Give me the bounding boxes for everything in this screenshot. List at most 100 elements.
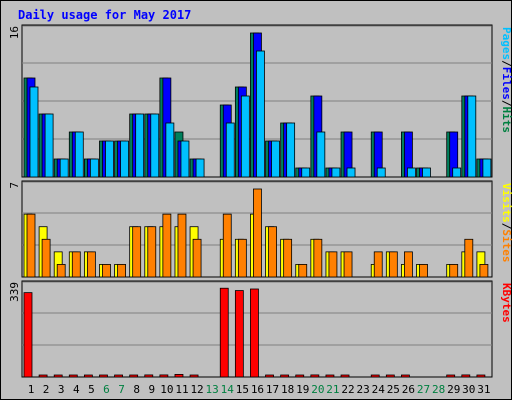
bar-pages-day-27 bbox=[422, 167, 431, 178]
bar-kbytes-day-25 bbox=[385, 374, 395, 378]
bar-sites-day-15 bbox=[237, 238, 247, 278]
bar-sites-day-27 bbox=[419, 264, 428, 278]
x-tick-label-day-23: 23 bbox=[357, 383, 370, 396]
bar-kbytes-day-30 bbox=[461, 374, 471, 378]
bar-kbytes-day-1 bbox=[23, 292, 33, 378]
bar-sites-day-25 bbox=[388, 251, 398, 278]
bar-sites-day-22 bbox=[343, 251, 353, 278]
x-tick-label-day-9: 9 bbox=[148, 383, 155, 396]
bar-sites-day-31 bbox=[479, 264, 489, 278]
bar-sites-day-8 bbox=[132, 226, 142, 278]
bar-sites-day-26 bbox=[404, 251, 413, 278]
x-tick-label-day-8: 8 bbox=[133, 383, 140, 396]
bar-pages-day-5 bbox=[89, 158, 99, 178]
bar-pages-day-16 bbox=[256, 50, 265, 178]
bar-kbytes-day-9 bbox=[144, 374, 154, 378]
axis-legend-part: Pages bbox=[500, 27, 512, 60]
bar-sites-day-16 bbox=[253, 188, 262, 278]
x-tick-label-day-7: 7 bbox=[118, 383, 125, 396]
bar-sites-day-14 bbox=[222, 213, 232, 278]
axis-legend-part: Visits bbox=[500, 183, 512, 223]
bar-kbytes-day-20 bbox=[310, 374, 320, 378]
bar-pages-day-14 bbox=[225, 122, 235, 178]
bar-sites-day-18 bbox=[283, 238, 293, 278]
bar-kbytes-day-6 bbox=[99, 374, 108, 378]
bar-kbytes-day-14 bbox=[219, 287, 229, 378]
x-tick-label-day-16: 16 bbox=[251, 383, 264, 396]
axis-legend-top: Pages/Files/Hits bbox=[500, 27, 512, 133]
bar-pages-day-17 bbox=[271, 140, 280, 178]
axis-legend-part: KBytes bbox=[500, 283, 512, 323]
bar-sites-day-2 bbox=[41, 238, 51, 278]
bar-pages-day-4 bbox=[74, 131, 84, 178]
bar-kbytes-day-12 bbox=[189, 374, 199, 378]
bar-sites-day-7 bbox=[117, 264, 126, 278]
x-tick-label-day-5: 5 bbox=[88, 383, 95, 396]
x-tick-label-day-26: 26 bbox=[402, 383, 415, 396]
axis-legend-part: Sites bbox=[500, 229, 512, 262]
axis-legend-part: / bbox=[500, 60, 512, 67]
bar-sites-day-12 bbox=[192, 238, 202, 278]
x-tick-label-day-1: 1 bbox=[28, 383, 35, 396]
x-tick-label-day-29: 29 bbox=[447, 383, 460, 396]
bar-sites-day-3 bbox=[56, 264, 66, 278]
x-tick-label-day-11: 11 bbox=[175, 383, 188, 396]
bar-pages-day-24 bbox=[376, 167, 386, 178]
bar-sites-day-30 bbox=[464, 238, 474, 278]
bar-sites-day-4 bbox=[71, 251, 81, 278]
axis-legend-part: Hits bbox=[500, 107, 512, 134]
bar-pages-day-22 bbox=[346, 167, 356, 178]
bar-sites-day-21 bbox=[328, 251, 338, 278]
x-tick-label-day-15: 15 bbox=[236, 383, 249, 396]
bar-pages-day-18 bbox=[286, 122, 296, 178]
x-tick-label-day-30: 30 bbox=[462, 383, 475, 396]
x-tick-label-day-2: 2 bbox=[43, 383, 50, 396]
bar-sites-day-19 bbox=[298, 264, 308, 278]
bar-kbytes-day-4 bbox=[68, 374, 78, 378]
bar-kbytes-day-3 bbox=[53, 374, 63, 378]
x-tick-label-day-18: 18 bbox=[281, 383, 294, 396]
bar-pages-day-26 bbox=[407, 167, 416, 178]
bar-sites-day-20 bbox=[313, 238, 323, 278]
ymax-label-bottom: 339 bbox=[8, 282, 21, 302]
x-tick-label-day-13: 13 bbox=[206, 383, 219, 396]
x-tick-label-day-24: 24 bbox=[372, 383, 386, 396]
bar-pages-day-11 bbox=[180, 140, 190, 178]
bar-pages-day-9 bbox=[150, 113, 160, 178]
ymax-label-top: 16 bbox=[8, 26, 21, 39]
bar-kbytes-day-31 bbox=[476, 374, 486, 378]
bar-kbytes-day-7 bbox=[114, 374, 123, 378]
bar-pages-day-6 bbox=[105, 140, 114, 178]
x-tick-label-day-31: 31 bbox=[477, 383, 490, 396]
x-tick-label-day-14: 14 bbox=[221, 383, 235, 396]
bar-sites-day-5 bbox=[86, 251, 96, 278]
bar-kbytes-day-5 bbox=[83, 374, 93, 378]
axis-legend-middle: Visits/Sites bbox=[500, 183, 512, 263]
bar-pages-day-21 bbox=[331, 167, 341, 178]
bar-pages-day-7 bbox=[120, 140, 129, 178]
bar-pages-day-1 bbox=[29, 86, 39, 178]
axis-legend-part: / bbox=[500, 223, 512, 230]
x-tick-label-day-28: 28 bbox=[432, 383, 445, 396]
bar-pages-day-10 bbox=[165, 122, 175, 178]
bar-kbytes-day-10 bbox=[159, 374, 169, 378]
bar-kbytes-day-2 bbox=[38, 374, 48, 378]
bar-kbytes-day-19 bbox=[295, 374, 305, 378]
chart-title: Daily usage for May 2017 bbox=[18, 8, 191, 22]
x-tick-label-day-10: 10 bbox=[160, 383, 173, 396]
x-tick-label-day-17: 17 bbox=[266, 383, 279, 396]
bar-kbytes-day-15 bbox=[234, 290, 244, 378]
bar-sites-day-6 bbox=[102, 264, 111, 278]
bar-kbytes-day-8 bbox=[129, 374, 139, 378]
bar-kbytes-day-16 bbox=[250, 288, 259, 378]
bar-kbytes-day-21 bbox=[325, 374, 335, 378]
bar-kbytes-day-17 bbox=[265, 374, 274, 378]
x-tick-label-day-4: 4 bbox=[73, 383, 80, 396]
bar-kbytes-day-11 bbox=[174, 374, 184, 378]
bar-sites-day-29 bbox=[449, 264, 459, 278]
x-tick-label-day-27: 27 bbox=[417, 383, 430, 396]
bar-pages-day-3 bbox=[59, 158, 69, 178]
bar-sites-day-10 bbox=[162, 213, 172, 278]
axis-legend-bottom: KBytes bbox=[500, 283, 512, 323]
axis-legend-part: Files bbox=[500, 67, 512, 100]
